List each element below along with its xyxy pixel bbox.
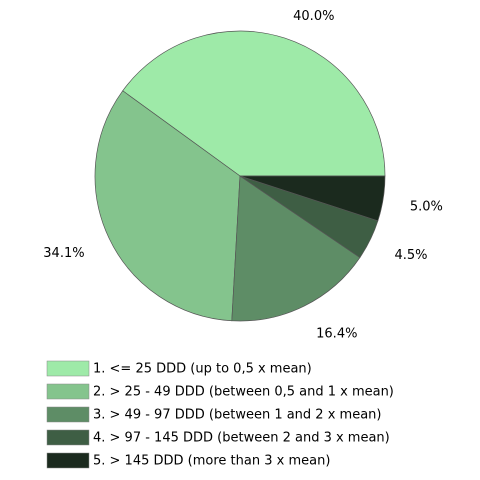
pie-slice (231, 175, 361, 322)
legend-swatch (46, 360, 90, 377)
legend-swatch (46, 452, 90, 469)
slice-label: 5.0% (410, 199, 443, 214)
pie-slice (94, 90, 241, 322)
legend-label: 1. <= 25 DDD (up to 0,5 x mean) (93, 362, 312, 377)
legend-label: 4. > 97 - 145 DDD (between 2 and 3 x mea… (93, 431, 390, 446)
legend-swatch (46, 406, 90, 423)
slice-label: 34.1% (43, 246, 84, 261)
slice-label: 4.5% (394, 248, 427, 263)
legend-swatch (46, 429, 90, 446)
legend-label: 5. > 145 DDD (more than 3 x mean) (93, 454, 330, 469)
pie-slice (239, 175, 386, 222)
legend-label: 2. > 25 - 49 DDD (between 0,5 and 1 x me… (93, 385, 394, 400)
legend-swatch (46, 383, 90, 400)
slice-label: 16.4% (316, 327, 357, 342)
pie-slice (122, 30, 386, 177)
legend-label: 3. > 49 - 97 DDD (between 1 and 2 x mean… (93, 408, 381, 423)
slice-label: 40.0% (293, 9, 334, 24)
